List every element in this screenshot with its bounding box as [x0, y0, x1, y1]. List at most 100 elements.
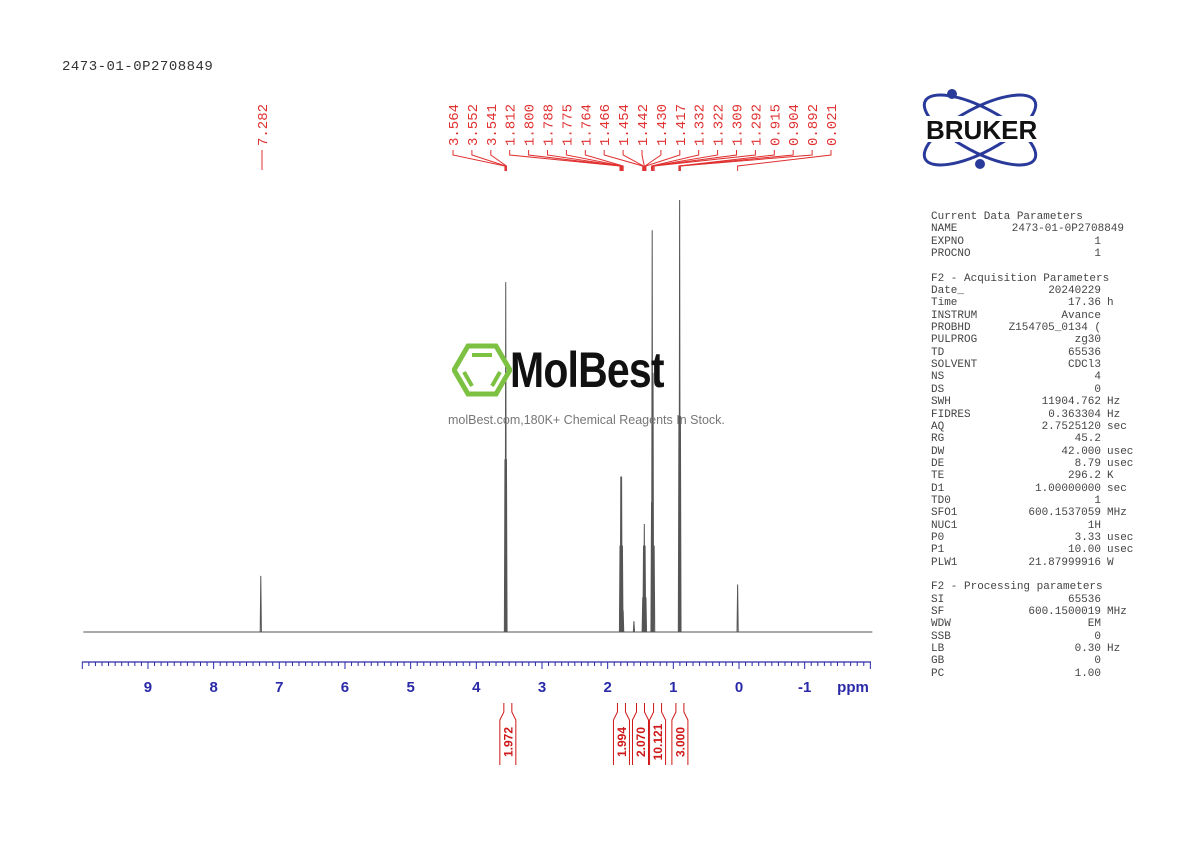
- param-key: SFO1: [931, 507, 958, 520]
- param-unit: [1101, 371, 1107, 383]
- param-key: DW: [931, 445, 945, 458]
- axis-tick-label: 1: [669, 679, 677, 696]
- param-value: 0: [1094, 383, 1101, 396]
- param-unit: [1101, 285, 1107, 297]
- param-key: AQ: [931, 420, 945, 433]
- param-section: F2 - Acquisition Parameters Date_ 20240229…: [931, 273, 1133, 569]
- param-row: SWH 11904.762 Hz: [931, 396, 1133, 408]
- param-section-title: F2 - Processing parameters: [931, 581, 1103, 594]
- param-row: PULPROG zg30: [931, 334, 1133, 346]
- integral-value: 3.000: [673, 727, 687, 757]
- param-key: TD0: [931, 494, 951, 507]
- param-unit: [1101, 433, 1107, 445]
- param-row: RG 45.2: [931, 433, 1133, 445]
- param-row: PC 1.00: [931, 668, 1133, 680]
- peak-labels: 7.282 3.564 3.552 3.541 1.812 1.800 1.788 1.775…: [256, 104, 841, 171]
- peak-label-connector: [651, 150, 719, 171]
- integral-bracket: [649, 703, 667, 765]
- param-key: SI: [931, 593, 945, 606]
- param-key: PC: [931, 667, 945, 680]
- param-value: CDCl3: [1067, 359, 1101, 372]
- param-unit: [1101, 520, 1107, 532]
- peak-label-connector: [679, 150, 794, 171]
- param-key: NS: [931, 371, 945, 384]
- param-value: 1.00000000: [1034, 482, 1101, 495]
- peak-label-connector: [452, 150, 506, 171]
- param-key: DS: [931, 383, 945, 396]
- peak-label: 1.309: [731, 104, 747, 146]
- param-value: 65536: [1067, 346, 1101, 359]
- param-value: 1: [1094, 248, 1101, 261]
- peak-label: 1.322: [712, 104, 728, 146]
- integral-value: 1.972: [501, 727, 515, 757]
- param-value: 3.33: [1074, 531, 1101, 544]
- param-value: 45.2: [1074, 433, 1101, 446]
- param-key: Date_: [931, 285, 965, 298]
- param-value: 10.00: [1067, 544, 1101, 557]
- peak-label: 1.454: [617, 104, 633, 146]
- param-key: INSTRUM: [931, 309, 978, 322]
- param-value: 17.36: [1067, 297, 1101, 310]
- axis-tick-label: 5: [406, 679, 414, 696]
- param-value: 0: [1094, 630, 1101, 643]
- param-row: SI 65536: [931, 594, 1133, 606]
- peak-label: 0.892: [806, 104, 822, 146]
- param-key: Time: [931, 297, 958, 310]
- param-key: PROCNO: [931, 248, 971, 261]
- param-unit: [1101, 347, 1107, 359]
- param-row: D1 1.00000000 sec: [931, 483, 1133, 495]
- spectrum: [83, 199, 873, 633]
- param-value: 2.7525120: [1041, 420, 1101, 433]
- param-key: GB: [931, 655, 945, 668]
- param-key: PULPROG: [931, 334, 978, 347]
- peak-label-connector: [547, 150, 623, 171]
- param-key: WDW: [931, 618, 951, 631]
- param-key: SF: [931, 606, 945, 618]
- param-unit: usec: [1107, 445, 1134, 458]
- bruker-logo: BRUKER: [922, 89, 1094, 169]
- param-value: 11904.762: [1041, 396, 1101, 409]
- spectrum-peak: [259, 575, 262, 633]
- spectrum-peak: [653, 545, 656, 633]
- spectrum-peak: [736, 584, 739, 633]
- peak-label-connector: [653, 150, 756, 171]
- param-value: 296.2: [1067, 470, 1101, 483]
- axis-tick-label: 4: [472, 679, 481, 696]
- spectrum-peak: [679, 415, 682, 633]
- param-unit: MHz: [1107, 507, 1127, 520]
- param-value: 600.1537059: [1028, 507, 1101, 520]
- axis-tick-label: 0: [735, 679, 743, 696]
- ppm-axis: 9 8 7 6 5 4 3 2 1 0 -1 ppm: [81, 661, 871, 696]
- param-section: Current Data Parameters NAME 2473-01-0P270…: [931, 211, 1133, 260]
- param-value: 8.79: [1074, 457, 1101, 470]
- param-unit: [1101, 631, 1107, 643]
- param-key: D1: [931, 482, 945, 495]
- axis-tick-label: -1: [798, 679, 811, 696]
- param-key: PLW1: [931, 556, 958, 569]
- param-key: RG: [931, 433, 945, 446]
- param-unit: Hz: [1107, 643, 1121, 656]
- peak-label: 1.466: [598, 104, 614, 146]
- param-value: 1.00: [1074, 667, 1101, 680]
- param-key: NUC1: [931, 519, 958, 532]
- peak-label-connector: [644, 150, 662, 171]
- param-value: 0.30: [1074, 643, 1101, 656]
- peak-label: 1.417: [674, 104, 690, 146]
- param-unit: usec: [1107, 544, 1134, 557]
- param-row: TD0 1: [931, 495, 1133, 507]
- param-value: 21.87999916: [1028, 556, 1101, 569]
- peak-label: 1.775: [560, 104, 576, 146]
- param-value: EM: [1087, 618, 1101, 631]
- acquisition-parameters-panel: Current Data Parameters NAME 2473-01-0P270…: [931, 211, 1133, 692]
- peak-label: 0.904: [787, 104, 803, 146]
- param-key: NAME: [931, 223, 958, 236]
- peak-label-connector: [737, 150, 832, 171]
- param-value: 20240229: [1048, 285, 1101, 298]
- param-unit: [1124, 223, 1130, 235]
- param-key: DE: [931, 457, 945, 470]
- param-key: FIDRES: [931, 408, 971, 421]
- peak-label: 1.764: [579, 104, 595, 146]
- param-unit: Hz: [1107, 408, 1121, 421]
- peak-label: 7.282: [256, 104, 272, 146]
- spectrum-peak: [644, 597, 648, 633]
